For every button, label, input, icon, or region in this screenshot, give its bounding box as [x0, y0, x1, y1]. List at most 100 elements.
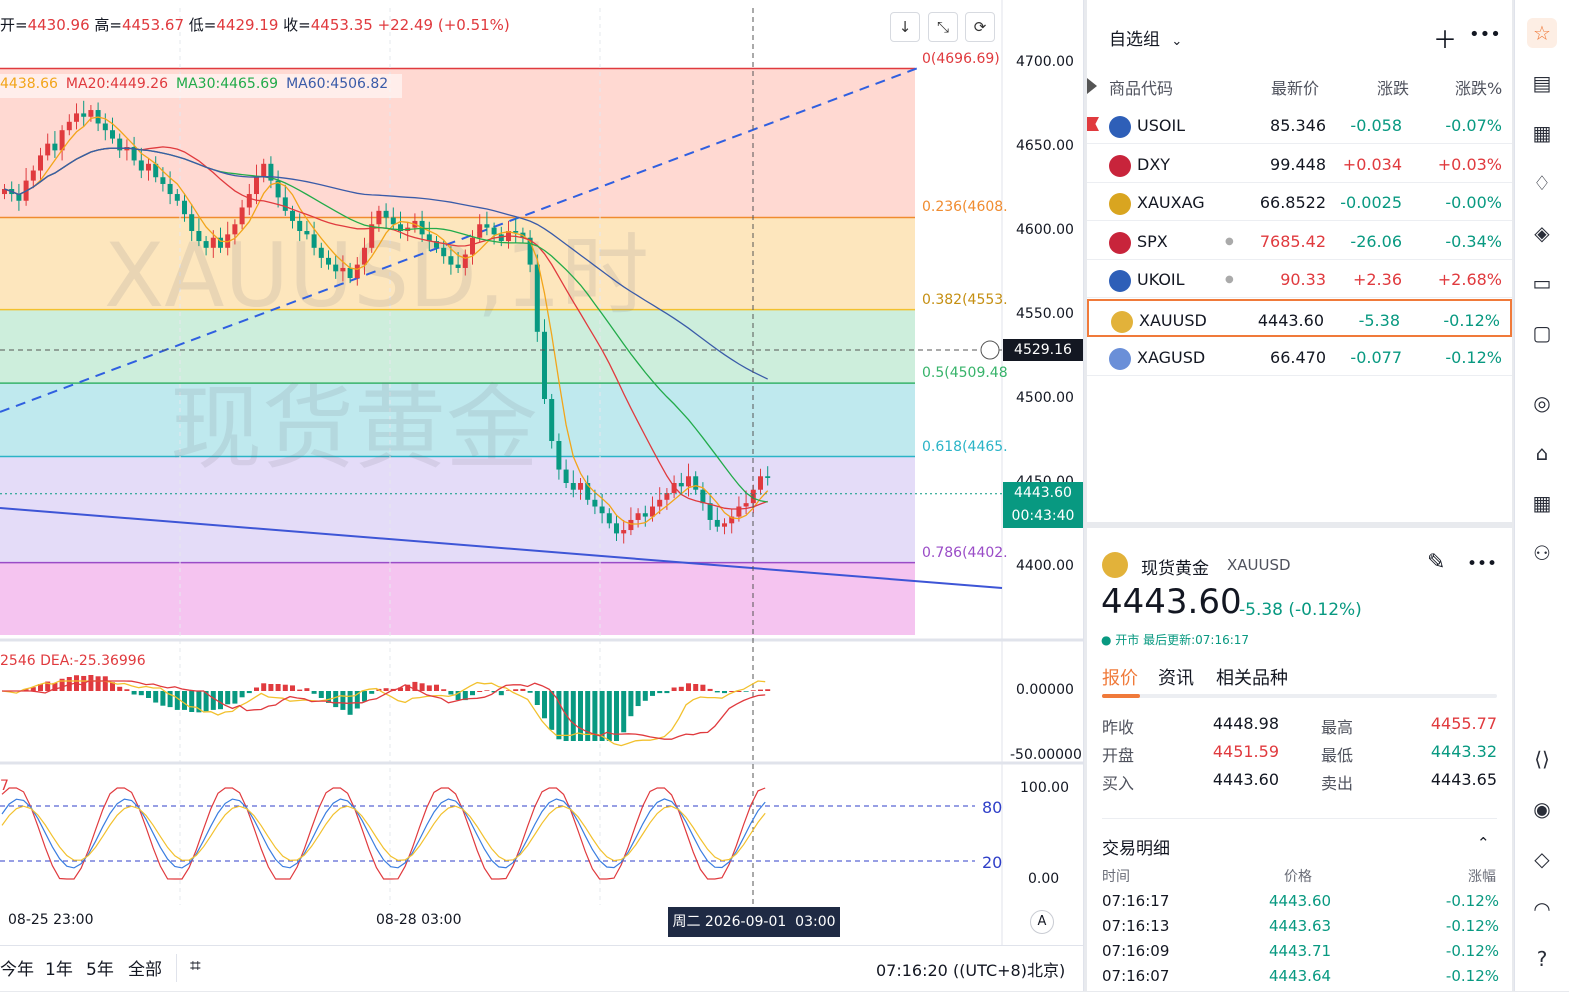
quote-value: 4455.77	[1430, 714, 1497, 733]
price-axis-label: 4600.00	[1016, 222, 1074, 238]
x-axis-label: 08-25 23:00	[8, 912, 94, 928]
video-icon[interactable]: ▭	[1532, 271, 1552, 295]
target-icon[interactable]: ◎	[1533, 391, 1551, 415]
candle-body	[700, 489, 706, 504]
more-button[interactable]: •••	[1469, 24, 1501, 45]
macd-histogram-bar	[758, 689, 763, 691]
change: -0.058	[1350, 116, 1402, 135]
chart-panel[interactable]: XAUUSD,1时 现货黄金 开=4430.96 高=4453.67 低=4429…	[0, 0, 1084, 991]
tab-related[interactable]: 相关品种	[1216, 668, 1288, 689]
price-axis-label: 4500.00	[1016, 390, 1074, 406]
candle-body	[261, 163, 267, 178]
signal-icon[interactable]: ◇	[1534, 847, 1550, 871]
watchlist-icon[interactable]: ☆	[1527, 18, 1557, 48]
range-all-button[interactable]: 全部	[128, 960, 162, 980]
symbol-code: XAUUSD	[1139, 311, 1207, 330]
headset-icon[interactable]: ◠	[1533, 897, 1551, 921]
column-last[interactable]: 最新价	[1271, 79, 1320, 98]
red-flag-icon[interactable]	[1087, 117, 1099, 131]
edit-button[interactable]: ✎	[1427, 550, 1445, 575]
plus-icon: ＋	[1433, 26, 1457, 54]
change-value: +22.49 (+0.51%)	[377, 16, 510, 34]
candle-body	[398, 224, 403, 231]
macd-histogram-bar	[23, 689, 29, 691]
candle-body	[340, 267, 346, 272]
add-symbol-button[interactable]: ＋	[1433, 20, 1457, 55]
candle-body	[758, 476, 763, 490]
last-price: 85.346	[1270, 116, 1326, 135]
watchlist-row-spx[interactable]: SPX ● 7685.42 -26.06 -0.34%	[1087, 222, 1512, 260]
market-status: ● 开市 最后更新:07:16:17	[1101, 633, 1250, 647]
calendar-icon[interactable]: ▦	[1532, 121, 1552, 145]
watchlist-row-dxy[interactable]: DXY 99.448 +0.034 +0.03%	[1087, 145, 1512, 183]
news-icon[interactable]: ▤	[1532, 71, 1552, 95]
last-price: 90.33	[1280, 270, 1326, 290]
macd-histogram-bar	[362, 691, 367, 702]
macd-histogram-bar	[628, 691, 634, 717]
help-icon[interactable]: ?	[1536, 947, 1548, 971]
ma-legend-item: MA60:4506.82	[286, 76, 389, 92]
macd-histogram-bar	[210, 691, 216, 710]
change: -5.38	[1358, 311, 1400, 330]
flow-icon[interactable]: ⚇	[1533, 541, 1551, 565]
learn-icon[interactable]: ⌂	[1535, 441, 1549, 465]
price-axis-label: 4650.00	[1016, 138, 1074, 154]
candle-body	[614, 523, 619, 534]
more-button[interactable]: •••	[1467, 554, 1497, 574]
collapse-button[interactable]: ↓	[890, 12, 920, 42]
macd-histogram-bar	[239, 691, 245, 698]
table-icon[interactable]: ▦	[1532, 491, 1552, 515]
watchlist-row-xauxag[interactable]: XAUXAG 66.8522 -0.0025 -0.00%	[1087, 183, 1512, 222]
candle-body	[434, 241, 439, 248]
trade-pct: -0.12%	[1445, 942, 1499, 960]
alert-icon[interactable]: ♢	[1533, 171, 1551, 195]
range-ytd-button[interactable]: 今年	[0, 960, 34, 980]
tab-quote[interactable]: 报价	[1102, 668, 1138, 689]
change: -0.0025	[1340, 193, 1402, 213]
macd-histogram-bar	[657, 691, 663, 694]
clock-timezone[interactable]: 07:16:20 ((UTC+8)北京)	[876, 961, 1066, 980]
column-symbol[interactable]: 商品代码	[1109, 79, 1174, 98]
candle-body	[333, 264, 339, 272]
watchlist-row-ukoil[interactable]: UKOIL ● 90.33 +2.36 +2.68%	[1087, 260, 1512, 299]
trend-line-dashed	[0, 67, 919, 413]
macd-histogram-bar	[434, 684, 439, 691]
tab-news[interactable]: 资讯	[1158, 668, 1194, 689]
symbol-code: UKOIL	[1137, 270, 1185, 290]
candle-body	[534, 264, 540, 332]
crosshair-price-label: 4529.16	[1003, 339, 1083, 361]
watchlist-row-usoil[interactable]: USOIL 85.346 -0.058 -0.07%	[1087, 106, 1512, 144]
macd-histogram-bar	[563, 691, 569, 741]
close-label: 收=	[283, 16, 311, 34]
range-1y-button[interactable]: 1年	[45, 960, 73, 980]
macd-histogram-bar	[225, 691, 231, 705]
dom-icon[interactable]: ⟨⟩	[1534, 747, 1550, 771]
auto-scale-button[interactable]: A	[1030, 910, 1054, 934]
macd-histogram-bar	[189, 691, 195, 712]
range-5y-button[interactable]: 5年	[86, 960, 114, 980]
candle-body	[354, 264, 360, 279]
watchlist-row-xagusd[interactable]: XAGUSD 66.470 -0.077 -0.12%	[1087, 338, 1512, 376]
candle-body	[2, 189, 7, 195]
kdj-axis-min: 0.00	[1028, 871, 1060, 887]
macd-histogram-bar	[203, 691, 209, 712]
ideas-icon[interactable]: ◉	[1533, 797, 1551, 821]
candle-body	[621, 530, 627, 534]
quote-label: 最低	[1321, 746, 1354, 765]
fullscreen-button[interactable]: ⤡	[928, 12, 958, 42]
date-range-icon[interactable]: ⌗	[190, 955, 201, 977]
collapse-trades-button[interactable]: ⌃	[1477, 834, 1490, 852]
reset-button[interactable]: ⟳	[965, 12, 995, 42]
column-change-pct[interactable]: 涨跌%	[1455, 79, 1503, 98]
watchlist-selector[interactable]: 自选组 ⌄	[1109, 25, 1182, 50]
macd-histogram-bar	[297, 689, 303, 691]
macd-histogram-bar	[448, 691, 454, 695]
trade-row: 07:16:09 4443.71 -0.12%	[1102, 942, 1499, 967]
layers-icon[interactable]: ◈	[1534, 221, 1550, 245]
column-change[interactable]: 涨跌	[1377, 79, 1410, 98]
macd-histogram-bar	[599, 691, 605, 741]
chat-icon[interactable]: ▢	[1532, 321, 1552, 345]
watchlist-row-xauusd[interactable]: XAUUSD 4443.60 -5.38 -0.12%	[1087, 299, 1512, 337]
change-pct: +2.68%	[1437, 270, 1502, 290]
